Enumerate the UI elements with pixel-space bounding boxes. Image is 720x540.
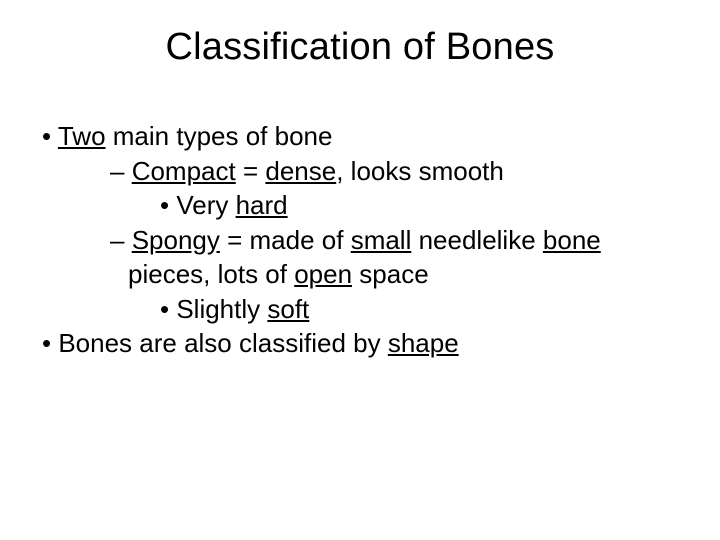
bullet-level1: Two main types of bone <box>40 120 680 153</box>
underlined-text: dense <box>265 156 336 186</box>
text: = <box>236 156 266 186</box>
underlined-text: open <box>294 259 352 289</box>
bullet-level2-continuation: pieces, lots of open space <box>40 258 680 291</box>
bullet-level2: Compact = dense, looks smooth <box>40 155 680 188</box>
slide-title: Classification of Bones <box>0 0 720 69</box>
text: main types of bone <box>106 121 333 151</box>
underlined-text: small <box>351 225 412 255</box>
slide-body: Two main types of bone Compact = dense, … <box>40 120 680 362</box>
bullet-level3: Slightly soft <box>40 293 680 326</box>
text: needlelike <box>411 225 543 255</box>
bullet-level3: Very hard <box>40 189 680 222</box>
text: space <box>352 259 429 289</box>
underlined-text: shape <box>388 328 459 358</box>
underlined-text: Two <box>58 121 106 151</box>
text: Very <box>176 190 235 220</box>
slide: Classification of Bones Two main types o… <box>0 0 720 540</box>
underlined-text: soft <box>267 294 309 324</box>
text: , looks smooth <box>336 156 504 186</box>
bullet-level2: Spongy = made of small needlelike bone <box>40 224 680 257</box>
underlined-text: hard <box>236 190 288 220</box>
text: pieces, lots of <box>128 259 294 289</box>
underlined-text: Spongy <box>132 225 220 255</box>
bullet-level1: Bones are also classified by shape <box>40 327 680 360</box>
text: = made of <box>220 225 351 255</box>
text: Slightly <box>176 294 267 324</box>
underlined-text: bone <box>543 225 601 255</box>
underlined-text: Compact <box>132 156 236 186</box>
text: Bones are also classified by <box>58 328 388 358</box>
